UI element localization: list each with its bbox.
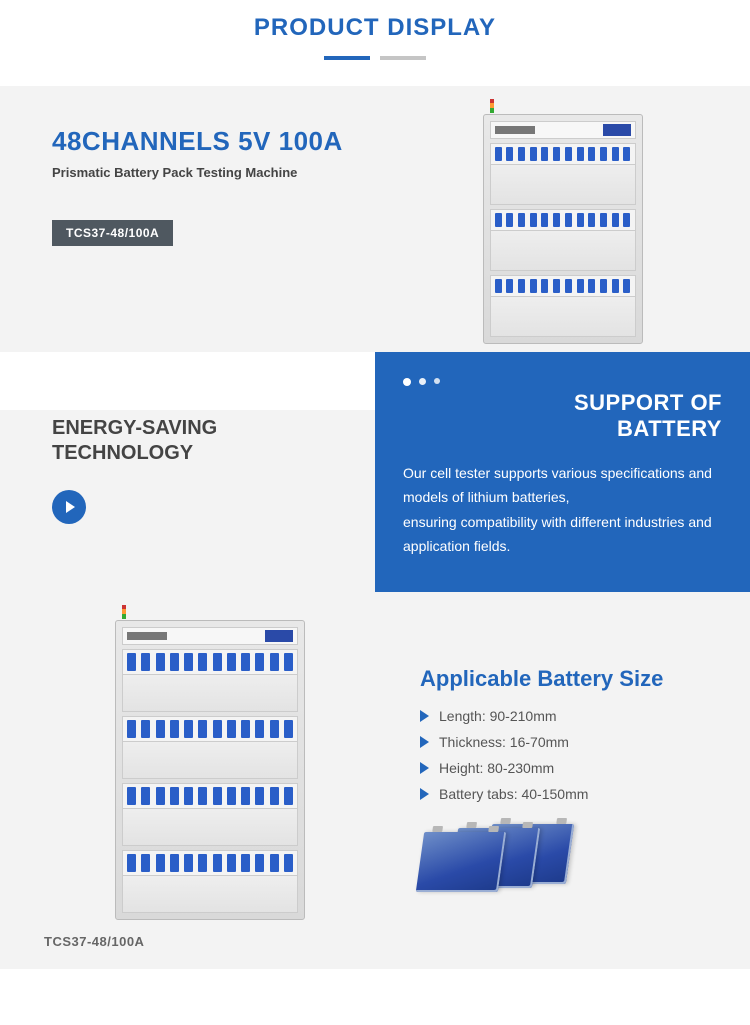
hero-text: 48CHANNELS 5V 100A Prismatic Battery Pac…	[0, 86, 375, 352]
support-title-line1: SUPPORT OF	[574, 390, 722, 415]
machine-illustration-large	[115, 620, 305, 920]
support-body-line2: ensuring compatibility with different in…	[403, 514, 712, 555]
tab-bar-active[interactable]	[324, 56, 370, 60]
spec-text-col: Applicable Battery Size Length: 90-210mm…	[420, 620, 750, 949]
support-title: SUPPORT OF BATTERY	[403, 390, 722, 443]
spec-item: Length: 90-210mm	[420, 708, 750, 724]
split-section: ENERGY-SAVING TECHNOLOGY SUPPORT OF BATT…	[0, 352, 750, 592]
support-panel: SUPPORT OF BATTERY Our cell tester suppo…	[375, 352, 750, 592]
support-body-line1: Our cell tester supports various specifi…	[403, 465, 712, 506]
tab-bar[interactable]	[380, 56, 426, 60]
spec-section: TCS37-48/100A Applicable Battery Size Le…	[0, 592, 750, 969]
spec-image-col: TCS37-48/100A	[0, 620, 420, 949]
support-title-line2: BATTERY	[617, 416, 722, 441]
energy-title-line1: ENERGY-SAVING	[52, 417, 217, 439]
tab-indicator	[0, 56, 750, 60]
hero-title: 48CHANNELS 5V 100A	[52, 126, 375, 157]
spec-title: Applicable Battery Size	[420, 666, 750, 692]
battery-illustration	[420, 822, 570, 900]
dot-icon[interactable]	[434, 378, 440, 384]
spec-item: Battery tabs: 40-150mm	[420, 786, 750, 802]
spec-item-text: Height: 80-230mm	[439, 760, 554, 776]
spec-model-caption: TCS37-48/100A	[0, 934, 144, 949]
arrow-icon	[420, 788, 429, 800]
energy-title: ENERGY-SAVING TECHNOLOGY	[52, 416, 375, 466]
machine-illustration	[483, 114, 643, 344]
carousel-dots	[403, 378, 722, 386]
spec-item: Thickness: 16-70mm	[420, 734, 750, 750]
play-button[interactable]	[52, 490, 86, 524]
page-title: PRODUCT DISPLAY	[0, 0, 750, 42]
hero-subtitle: Prismatic Battery Pack Testing Machine	[52, 165, 375, 180]
support-body: Our cell tester supports various specifi…	[403, 461, 722, 559]
energy-saving-panel: ENERGY-SAVING TECHNOLOGY	[0, 352, 375, 592]
arrow-icon	[420, 710, 429, 722]
spec-item: Height: 80-230mm	[420, 760, 750, 776]
dot-icon[interactable]	[419, 378, 426, 385]
arrow-icon	[420, 762, 429, 774]
spec-item-text: Thickness: 16-70mm	[439, 734, 569, 750]
arrow-icon	[420, 736, 429, 748]
hero-image	[375, 86, 750, 352]
hero-section: 48CHANNELS 5V 100A Prismatic Battery Pac…	[0, 86, 750, 352]
dot-icon[interactable]	[403, 378, 411, 386]
energy-title-line2: TECHNOLOGY	[52, 442, 193, 464]
spec-item-text: Battery tabs: 40-150mm	[439, 786, 588, 802]
spec-list: Length: 90-210mm Thickness: 16-70mm Heig…	[420, 708, 750, 802]
model-badge: TCS37-48/100A	[52, 220, 173, 246]
spec-item-text: Length: 90-210mm	[439, 708, 557, 724]
